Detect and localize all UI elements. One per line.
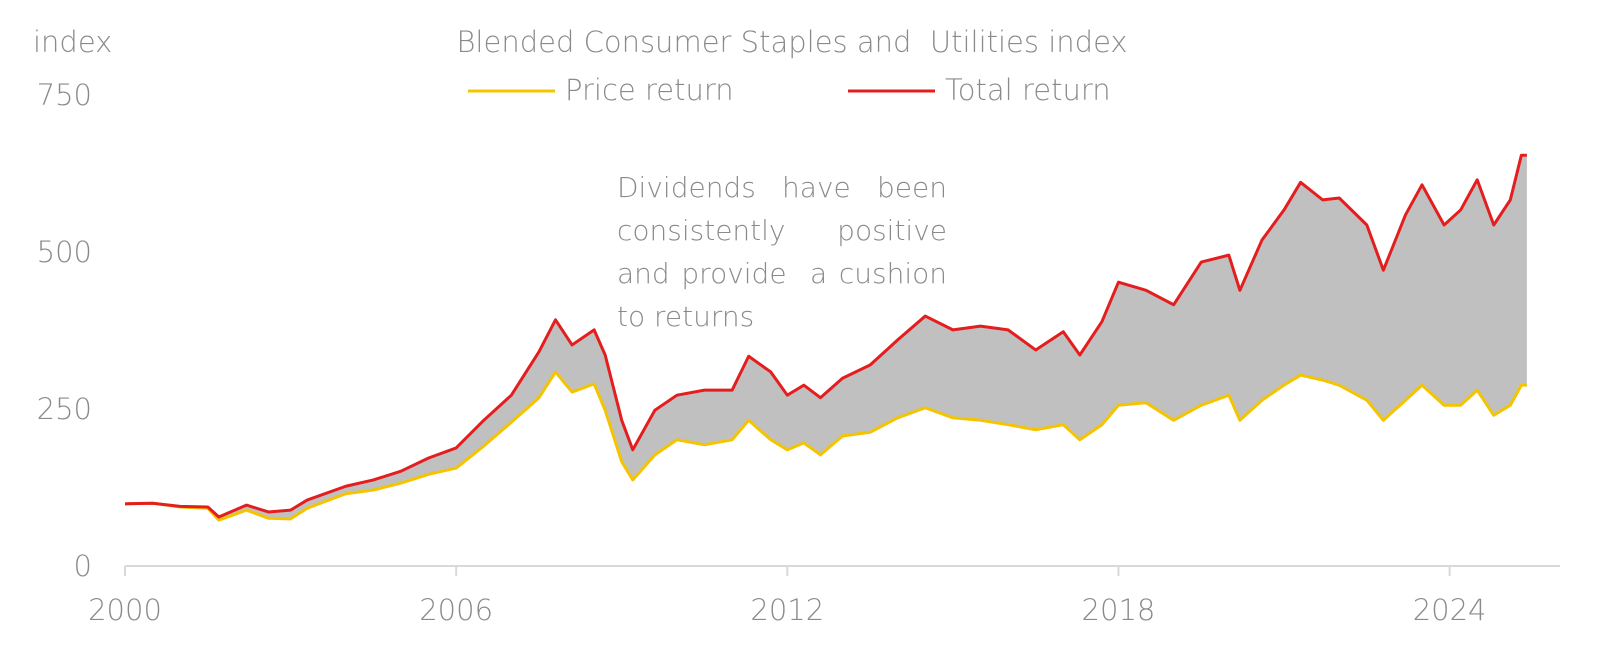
chart-title: Blended Consumer Staples and Utilities i… [456, 25, 1127, 59]
line-series [124, 153, 1527, 519]
x-tick-label: 2018 [1082, 593, 1156, 627]
y-tick-label: 0 [74, 549, 92, 583]
y-tick-label: 750 [37, 78, 92, 112]
y-tick-label: 250 [37, 392, 92, 426]
x-tick-label: 2000 [88, 593, 162, 627]
y-tick-label: 500 [37, 235, 92, 269]
x-tick-label: 2006 [419, 593, 493, 627]
x-tick-label: 2012 [750, 593, 824, 627]
legend-label: Price return [565, 73, 734, 107]
annotation: Dividends have been consistently positiv… [617, 171, 956, 333]
x-tick-label: 2024 [1413, 593, 1487, 627]
y-axis-label: index [33, 25, 112, 59]
line-series [124, 370, 1527, 522]
legend-label: Total return [945, 73, 1111, 107]
